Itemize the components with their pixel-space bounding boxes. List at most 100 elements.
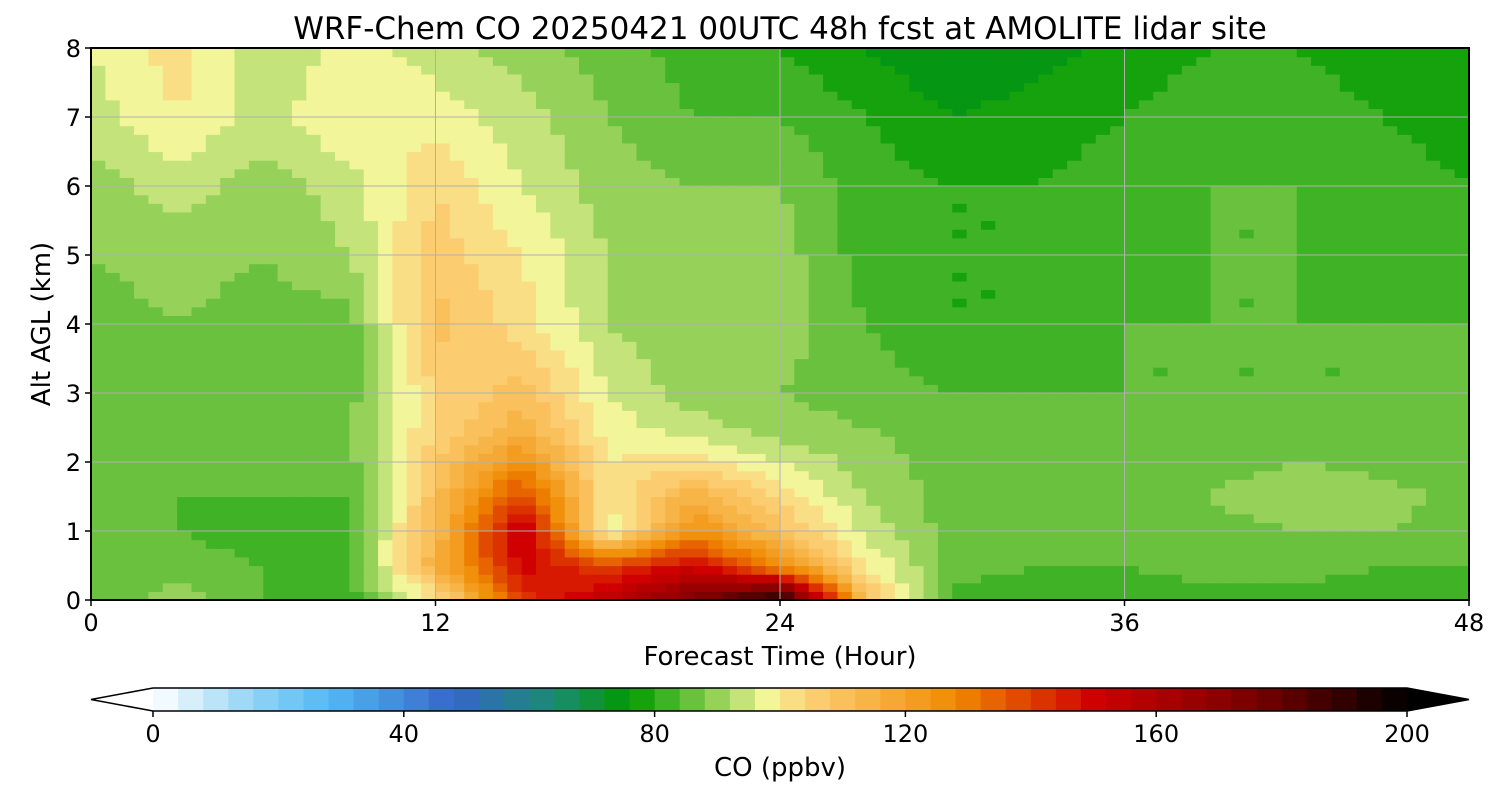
contour-cell [248, 246, 264, 256]
contour-cell [521, 418, 537, 429]
contour-cell [521, 237, 537, 247]
contour-cell [679, 246, 695, 256]
contour-cell [234, 393, 250, 403]
contour-cell [421, 220, 437, 230]
contour-cell [952, 539, 968, 549]
contour-cell [1124, 151, 1140, 161]
contour-cell [980, 522, 996, 532]
contour-cell [636, 367, 652, 377]
contour-cell [980, 444, 996, 454]
contour-cell [1339, 427, 1355, 437]
contour-cell [751, 168, 767, 178]
contour-cell [894, 203, 910, 213]
contour-cell [320, 522, 336, 532]
contour-cell [421, 479, 437, 489]
contour-cell [1397, 349, 1413, 360]
contour-cell [851, 186, 867, 196]
contour-cell [1196, 203, 1212, 213]
contour-cell [1224, 358, 1240, 368]
contour-cell [708, 237, 724, 247]
contour-cell [693, 151, 709, 161]
contour-cell [277, 591, 293, 600]
contour-cell [995, 582, 1011, 592]
contour-cell [378, 168, 394, 178]
contour-cell [478, 332, 494, 342]
contour-cell [894, 289, 910, 299]
contour-cell [234, 453, 250, 463]
contour-cell [808, 263, 824, 273]
contour-cell [435, 306, 451, 316]
contour-cell [909, 513, 925, 523]
contour-cell [880, 220, 896, 230]
contour-cell [550, 410, 566, 420]
contour-cell [966, 496, 982, 506]
contour-cell [937, 186, 953, 196]
contour-cell [349, 211, 365, 222]
contour-cell [837, 453, 853, 463]
contour-cell [693, 453, 709, 463]
contour-cell [1052, 574, 1068, 584]
contour-cell [909, 487, 925, 498]
contour-cell [507, 574, 523, 584]
contour-cell [923, 565, 939, 575]
contour-cell [478, 194, 494, 204]
contour-cell [894, 591, 910, 600]
contour-cell [880, 151, 896, 161]
contour-cell [392, 522, 408, 532]
contour-cell [1282, 220, 1298, 230]
contour-cell [464, 470, 480, 480]
contour-cell [708, 263, 724, 273]
contour-cell [134, 367, 150, 377]
contour-cell [851, 531, 867, 541]
contour-cell [693, 496, 709, 506]
contour-cell [363, 453, 379, 463]
contour-cell [134, 582, 150, 592]
contour-cell [1110, 220, 1126, 230]
contour-cell [363, 272, 379, 282]
contour-cell [363, 220, 379, 230]
contour-cell [636, 496, 652, 506]
contour-cell [162, 349, 178, 360]
contour-cell [1311, 574, 1327, 584]
contour-cell [335, 324, 350, 334]
contour-cell [708, 324, 724, 334]
contour-cell [1368, 401, 1384, 411]
contour-cell [134, 186, 150, 196]
contour-cell [464, 531, 480, 541]
contour-cell [464, 298, 480, 308]
contour-cell [736, 263, 752, 273]
contour-cell [579, 565, 594, 575]
contour-cell [622, 229, 638, 239]
contour-cell [894, 375, 910, 385]
contour-cell [780, 186, 795, 196]
contour-cell [564, 220, 580, 230]
contour-cell [263, 556, 279, 567]
contour-cell [550, 496, 566, 506]
contour-cell [1167, 418, 1183, 429]
contour-cell [1052, 332, 1068, 342]
contour-cell [507, 384, 523, 394]
contour-cell [277, 565, 293, 575]
contour-cell [105, 384, 121, 394]
contour-cell [593, 531, 609, 541]
contour-cell [1009, 255, 1025, 265]
contour-cell [1124, 522, 1140, 532]
contour-cell [363, 186, 379, 196]
contour-cell [363, 436, 379, 446]
contour-cell [579, 531, 594, 541]
contour-cell [306, 436, 322, 446]
contour-cell [708, 427, 724, 437]
contour-cell [866, 332, 882, 342]
contour-cell [665, 479, 681, 489]
contour-cell [406, 401, 422, 411]
contour-cell [780, 341, 795, 351]
contour-cell [995, 367, 1011, 377]
contour-cell [980, 280, 996, 291]
contour-cell [880, 375, 896, 385]
contour-cell [507, 237, 523, 247]
contour-cell [363, 263, 379, 273]
contour-cell [1024, 427, 1039, 437]
contour-cell [851, 410, 867, 420]
contour-cell [1339, 582, 1355, 592]
contour-cell [119, 393, 135, 403]
